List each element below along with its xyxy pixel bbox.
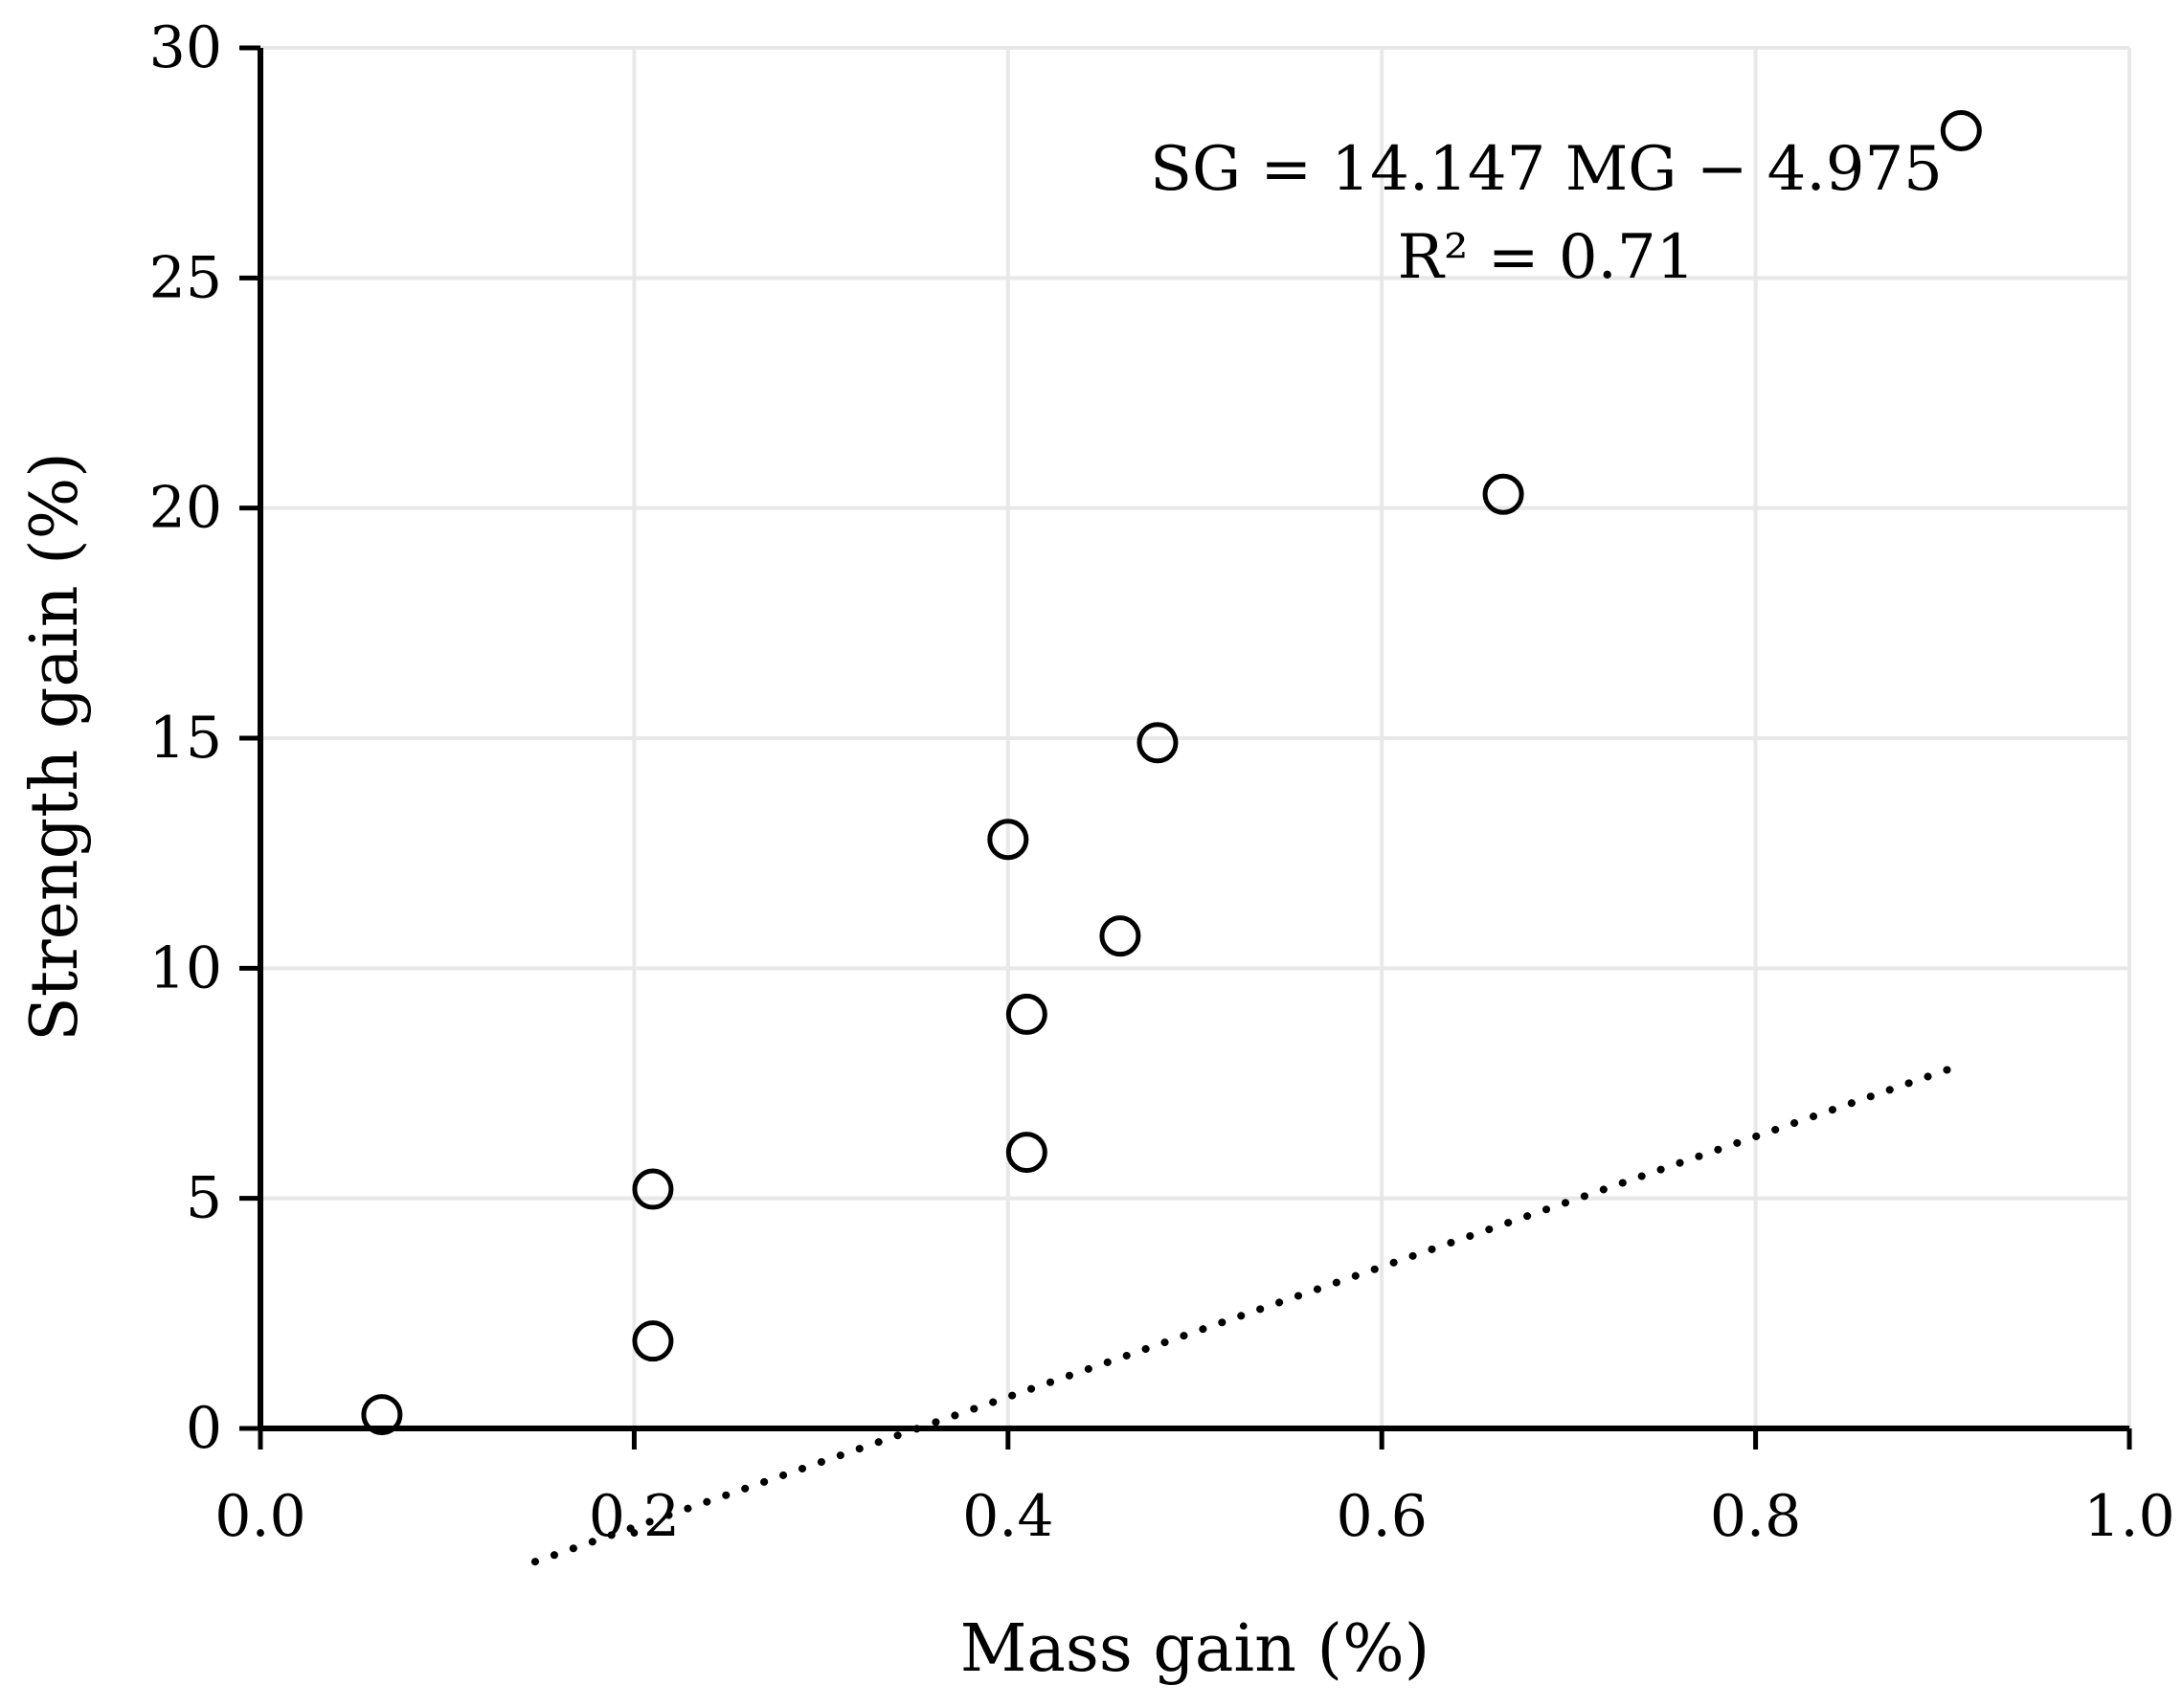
data-point bbox=[1940, 110, 1982, 152]
data-point bbox=[1005, 1132, 1047, 1174]
x-axis-title: Mass gain (%) bbox=[960, 1611, 1429, 1687]
data-point bbox=[1005, 993, 1047, 1035]
y-tick-label: 20 bbox=[149, 475, 222, 542]
gridlines bbox=[260, 46, 2131, 1428]
data-point bbox=[632, 1320, 674, 1362]
x-tick-label: 0.6 bbox=[1336, 1483, 1427, 1550]
data-point bbox=[1099, 915, 1141, 957]
data-point bbox=[1137, 722, 1179, 764]
r-squared-label: R² = 0.71 bbox=[1398, 222, 1696, 293]
data-point bbox=[987, 819, 1029, 861]
data-point bbox=[1482, 473, 1524, 515]
data-point bbox=[632, 1168, 674, 1210]
y-tick-label: 25 bbox=[149, 244, 222, 311]
data-point bbox=[361, 1394, 403, 1436]
trendline bbox=[530, 1064, 1956, 1566]
x-tick-label: 1.0 bbox=[2083, 1483, 2174, 1550]
x-tick-label: 0.0 bbox=[214, 1483, 305, 1550]
y-tick-label: 10 bbox=[149, 934, 222, 1001]
data-points bbox=[361, 110, 1982, 1436]
x-tick-label: 0.2 bbox=[589, 1483, 680, 1550]
trendline-equation: SG = 14.147 MG − 4.975 bbox=[1150, 134, 1943, 205]
tick-labels: 0 5 10 15 20 25 30 0.0 0.2 0.4 0.6 0.8 1.0 bbox=[149, 14, 2175, 1550]
y-tick-label: 0 bbox=[186, 1395, 222, 1462]
y-tick-label: 15 bbox=[149, 705, 222, 772]
trendline-group bbox=[530, 1064, 1956, 1566]
x-tick-label: 0.8 bbox=[1710, 1483, 1801, 1550]
y-tick-label: 30 bbox=[149, 14, 222, 81]
y-axis-title: Strength gain (%) bbox=[17, 452, 93, 1042]
y-tick-label: 5 bbox=[186, 1165, 222, 1232]
axes bbox=[239, 45, 2132, 1450]
x-tick-label: 0.4 bbox=[962, 1483, 1053, 1550]
